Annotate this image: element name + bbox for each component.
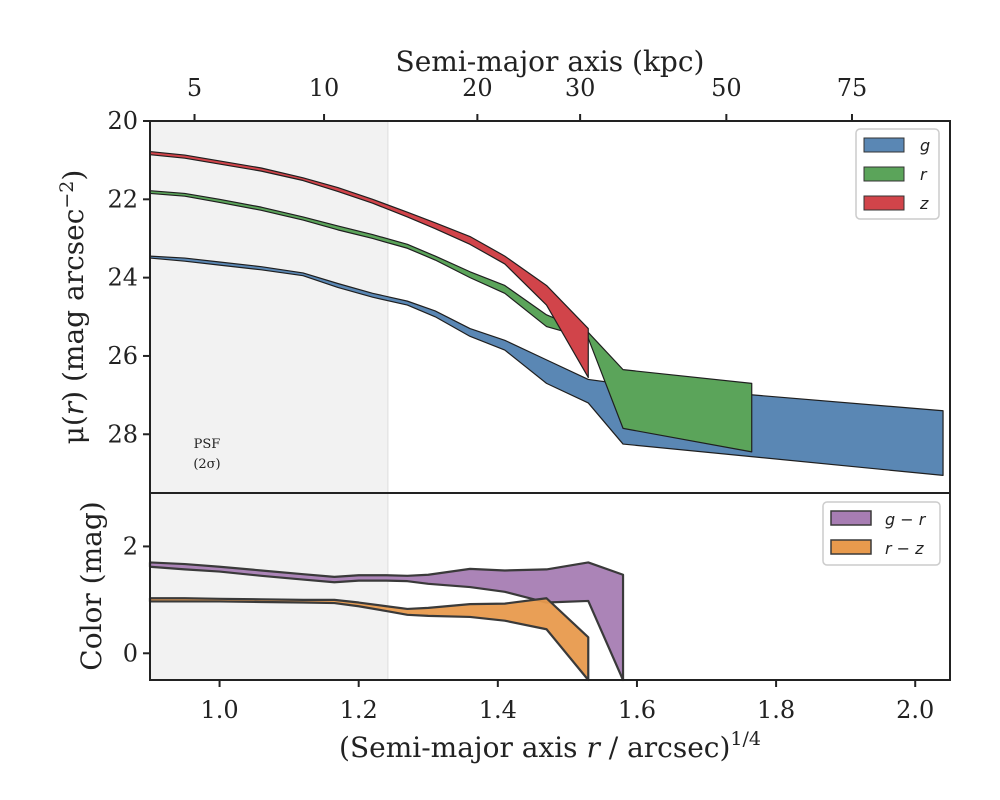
surface-brightness-axis-title: μ(r) (mag arcsec−2) bbox=[56, 170, 90, 445]
legend-label-g-r: g − r bbox=[885, 510, 927, 529]
surface-brightness-bands bbox=[149, 150, 944, 476]
top-axis-tick-label: 20 bbox=[462, 74, 493, 102]
band-z bbox=[149, 150, 589, 379]
bottom-y-axis: 02 bbox=[123, 532, 150, 667]
x-axis-tick-label: 1.8 bbox=[757, 696, 795, 724]
legend-label-r: r bbox=[920, 165, 928, 184]
y-axis-tick-label: 24 bbox=[107, 264, 138, 292]
x-axis-tick-label: 1.0 bbox=[200, 696, 238, 724]
psf-shaded-region-top bbox=[150, 121, 388, 493]
psf-label-line2: (2σ) bbox=[193, 457, 220, 472]
psf-label-line1: PSF bbox=[194, 437, 221, 452]
bottom-axis-title: (Semi-major axis r / arcsec)1/4 bbox=[339, 728, 761, 764]
top-y-axis: 20 22 24 26 28 bbox=[107, 107, 150, 448]
psf-shaded-region-bottom bbox=[150, 493, 388, 680]
top-axis-tick-label: 10 bbox=[309, 74, 340, 102]
legend-swatch-r bbox=[863, 166, 905, 182]
legend-label-r-z: r − z bbox=[885, 539, 924, 558]
y-axis-tick-label: 28 bbox=[107, 420, 138, 448]
top-axis-tick-label: 50 bbox=[711, 74, 742, 102]
x-axis-tick-label: 1.4 bbox=[479, 696, 517, 724]
top-axis-tick-label: 75 bbox=[837, 74, 868, 102]
color-legend: g − r r − z bbox=[822, 501, 941, 566]
color-axis-title: Color (mag) bbox=[75, 501, 108, 670]
top-kpc-axis: 5 10 20 30 50 75 bbox=[187, 74, 867, 121]
band-r bbox=[149, 190, 753, 453]
color-axis-tick-label: 2 bbox=[123, 532, 138, 560]
bottom-axes-frame bbox=[149, 492, 951, 681]
y-axis-tick-label: 20 bbox=[107, 107, 138, 135]
legend-swatch-g bbox=[863, 137, 905, 153]
y-axis-tick-label: 22 bbox=[107, 185, 138, 213]
y-axis-tick-label: 26 bbox=[107, 342, 138, 370]
bottom-x-axis: 1.0 1.2 1.4 1.6 1.8 2.0 bbox=[200, 680, 934, 724]
legend-swatch-z bbox=[863, 195, 905, 211]
surface-brightness-legend: g r z bbox=[855, 128, 940, 220]
legend-label-g: g bbox=[920, 136, 930, 155]
top-axis-tick-label: 30 bbox=[565, 74, 596, 102]
x-axis-tick-label: 1.2 bbox=[340, 696, 378, 724]
legend-swatch-r-z bbox=[830, 539, 872, 555]
legend-label-z: z bbox=[919, 194, 929, 213]
x-axis-tick-label: 1.6 bbox=[618, 696, 656, 724]
legend-swatch-g-r bbox=[830, 510, 872, 526]
top-axis-title: Semi-major axis (kpc) bbox=[396, 45, 705, 78]
x-axis-tick-label: 2.0 bbox=[896, 696, 934, 724]
color-axis-tick-label: 0 bbox=[123, 639, 138, 667]
top-axis-tick-label: 5 bbox=[187, 74, 202, 102]
